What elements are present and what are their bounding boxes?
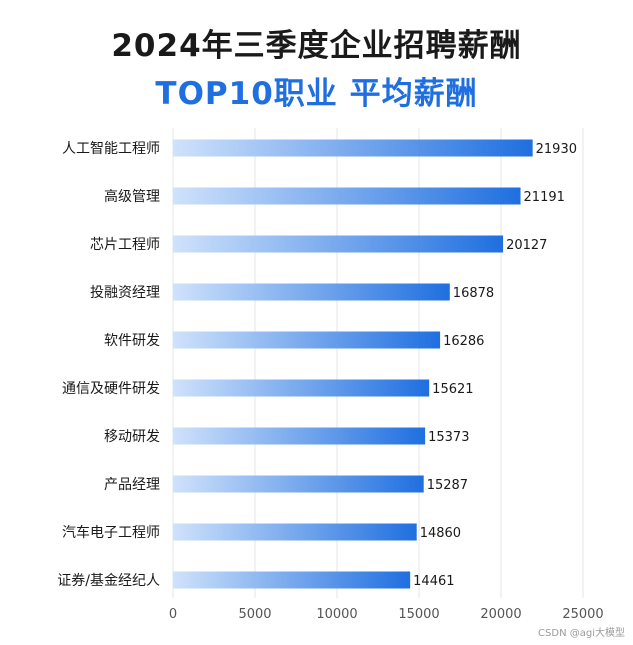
- category-label: 人工智能工程师: [62, 141, 160, 157]
- x-tick-label: 15000: [398, 607, 439, 622]
- chart-subtitle: TOP10职业 平均薪酬: [155, 76, 478, 112]
- data-label: 21930: [536, 142, 577, 157]
- category-label: 芯片工程师: [90, 237, 160, 253]
- data-label: 14461: [413, 574, 454, 589]
- bar: [173, 475, 424, 493]
- bar: [173, 187, 521, 205]
- category-label: 汽车电子工程师: [62, 524, 160, 541]
- x-tick-label: 20000: [480, 607, 521, 622]
- data-label: 15287: [427, 478, 468, 493]
- x-tick-label: 25000: [562, 607, 603, 622]
- category-label: 软件研发: [104, 333, 160, 349]
- bar: [173, 379, 430, 397]
- bar: [173, 571, 411, 589]
- category-label: 高级管理: [104, 188, 160, 205]
- bar: [173, 331, 441, 349]
- data-label: 15621: [432, 382, 473, 397]
- data-label: 16878: [453, 286, 494, 301]
- bar: [173, 139, 533, 157]
- bar: [173, 523, 417, 541]
- category-label: 产品经理: [104, 477, 160, 493]
- data-label: 14860: [420, 526, 461, 541]
- data-label: 15373: [428, 430, 469, 445]
- category-label: 证券/基金经纪人: [57, 572, 160, 589]
- data-label: 20127: [506, 238, 547, 253]
- category-label: 移动研发: [104, 429, 160, 445]
- bar: [173, 427, 426, 445]
- chart-title: 2024年三季度企业招聘薪酬: [111, 28, 522, 64]
- x-tick-label: 0: [169, 607, 177, 622]
- bar: [173, 235, 504, 253]
- data-label: 21191: [524, 190, 565, 205]
- bar: [173, 283, 450, 301]
- data-label: 16286: [443, 334, 484, 349]
- x-tick-label: 5000: [238, 607, 271, 622]
- watermark: CSDN @agi大模型: [538, 628, 625, 639]
- category-label: 通信及硬件研发: [62, 381, 160, 397]
- category-label: 投融资经理: [90, 285, 160, 301]
- x-tick-label: 10000: [316, 607, 357, 622]
